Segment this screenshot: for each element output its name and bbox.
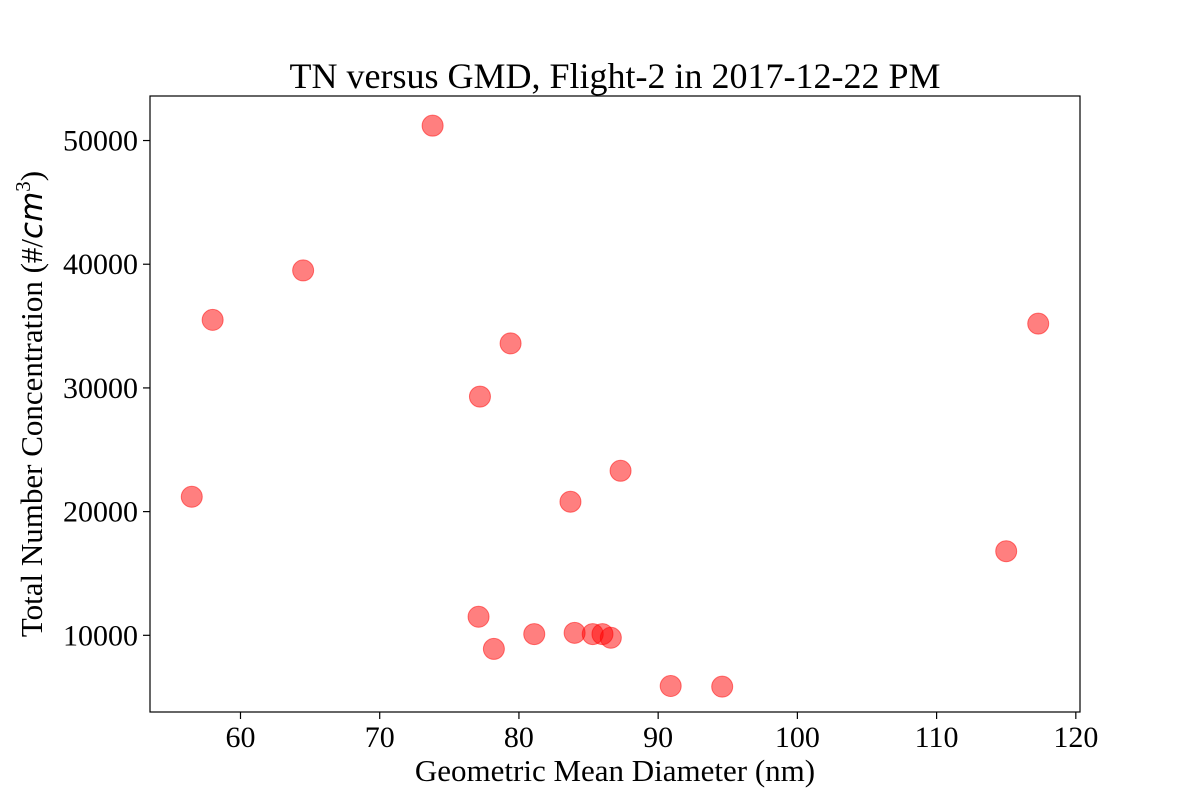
ticks-layer: 60 70 80 90 100 110 120 10000 20000 30000 40000 500… <box>63 125 1098 754</box>
y-tick-label: 10000 <box>63 619 138 652</box>
y-tick-label: 40000 <box>63 248 138 281</box>
y-tick-label: 50000 <box>63 125 138 158</box>
y-axis-label-exponent: 3 <box>11 181 35 192</box>
x-tick-label: 80 <box>504 721 534 754</box>
data-point <box>499 332 522 355</box>
x-tick-label: 60 <box>225 721 255 754</box>
data-point <box>609 459 632 482</box>
data-point <box>180 485 203 508</box>
data-point <box>292 259 315 282</box>
x-tick-label: 110 <box>915 721 959 754</box>
data-point <box>467 605 490 628</box>
y-tick-label: 20000 <box>63 496 138 529</box>
points-layer <box>180 114 1050 698</box>
data-point <box>201 308 224 331</box>
data-point <box>523 623 546 646</box>
chart-title: TN versus GMD, Flight-2 in 2017-12-22 PM <box>289 56 940 96</box>
y-axis-label-main: Total Number Concentration (#/ <box>14 239 49 638</box>
y-axis-label-close: ) <box>14 171 49 181</box>
x-axis-label: Geometric Mean Diameter (nm) <box>415 753 815 788</box>
x-tick-label: 120 <box>1053 721 1098 754</box>
y-tick-label: 30000 <box>63 372 138 405</box>
data-point <box>711 675 734 698</box>
plot-frame <box>149 95 1081 713</box>
data-point <box>659 675 682 698</box>
data-point <box>421 114 444 137</box>
data-point <box>468 385 491 408</box>
data-point <box>599 626 622 649</box>
x-tick-label: 90 <box>643 721 673 754</box>
data-point <box>482 637 505 660</box>
data-point <box>559 490 582 513</box>
data-point <box>1027 312 1050 335</box>
x-tick-label: 70 <box>365 721 395 754</box>
data-point <box>995 540 1018 563</box>
x-tick-label: 100 <box>775 721 820 754</box>
y-axis-label-unit: cm <box>14 192 50 239</box>
y-axis-label: Total Number Concentration (#/cm3) <box>11 171 50 637</box>
